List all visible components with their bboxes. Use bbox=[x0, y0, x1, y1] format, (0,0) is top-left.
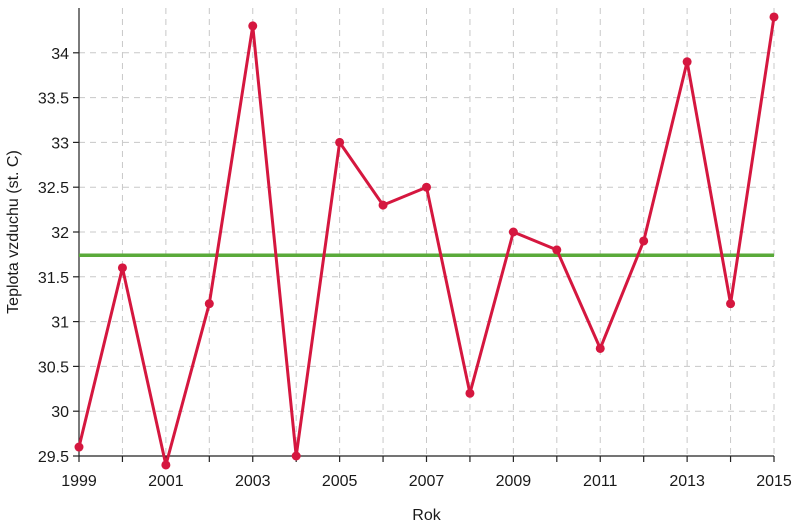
y-tick-label: 33.5 bbox=[38, 91, 69, 108]
x-tick-label: 2001 bbox=[148, 473, 184, 490]
y-tick-label: 30 bbox=[51, 404, 69, 421]
data-point bbox=[682, 57, 692, 67]
x-tick-label: 2015 bbox=[756, 473, 792, 490]
data-point bbox=[378, 200, 388, 210]
data-point bbox=[422, 182, 431, 192]
x-tick-label: 1999 bbox=[61, 473, 97, 490]
y-tick-label: 30.5 bbox=[38, 359, 69, 376]
x-tick-label: 2011 bbox=[583, 473, 618, 490]
x-tick-label: 2005 bbox=[322, 473, 358, 490]
y-tick-label: 33 bbox=[51, 135, 69, 152]
x-tick-label: 2007 bbox=[409, 473, 445, 490]
grid bbox=[78, 8, 775, 457]
x-tick-labels: 1999 2001 2003 2005 2007 2009 2011 2013 2015 bbox=[61, 473, 792, 490]
data-point bbox=[74, 442, 84, 452]
data-point bbox=[769, 12, 779, 22]
y-tick-label: 29.5 bbox=[38, 449, 69, 466]
x-tick-label: 2003 bbox=[235, 473, 271, 490]
y-tick-label: 34 bbox=[51, 46, 69, 63]
y-tick-label: 31.5 bbox=[38, 270, 69, 287]
data-point bbox=[117, 263, 127, 273]
y-tick-label: 31 bbox=[51, 315, 69, 332]
y-tick-label: 32 bbox=[51, 225, 69, 242]
data-point bbox=[508, 227, 518, 237]
data-point bbox=[248, 21, 258, 31]
data-point bbox=[291, 451, 301, 461]
data-point bbox=[552, 245, 562, 255]
axes bbox=[73, 8, 775, 462]
x-tick-label: 2013 bbox=[669, 473, 705, 490]
y-tick-label: 32.5 bbox=[38, 180, 69, 197]
data-point bbox=[726, 299, 736, 309]
data-point bbox=[161, 460, 171, 470]
data-point bbox=[335, 137, 345, 147]
series-layer bbox=[74, 12, 779, 470]
data-point bbox=[465, 388, 475, 398]
y-axis-title: Teplota vzduchu (st. C) bbox=[5, 150, 22, 314]
y-tick-labels: 29.5 30 30.5 31 31.5 32 32.5 33 33.5 34 bbox=[38, 46, 69, 466]
x-axis-title: Rok bbox=[412, 507, 441, 524]
data-point bbox=[204, 299, 214, 309]
x-tick-label: 2009 bbox=[496, 473, 532, 490]
data-point bbox=[639, 236, 649, 246]
data-point bbox=[595, 343, 605, 353]
